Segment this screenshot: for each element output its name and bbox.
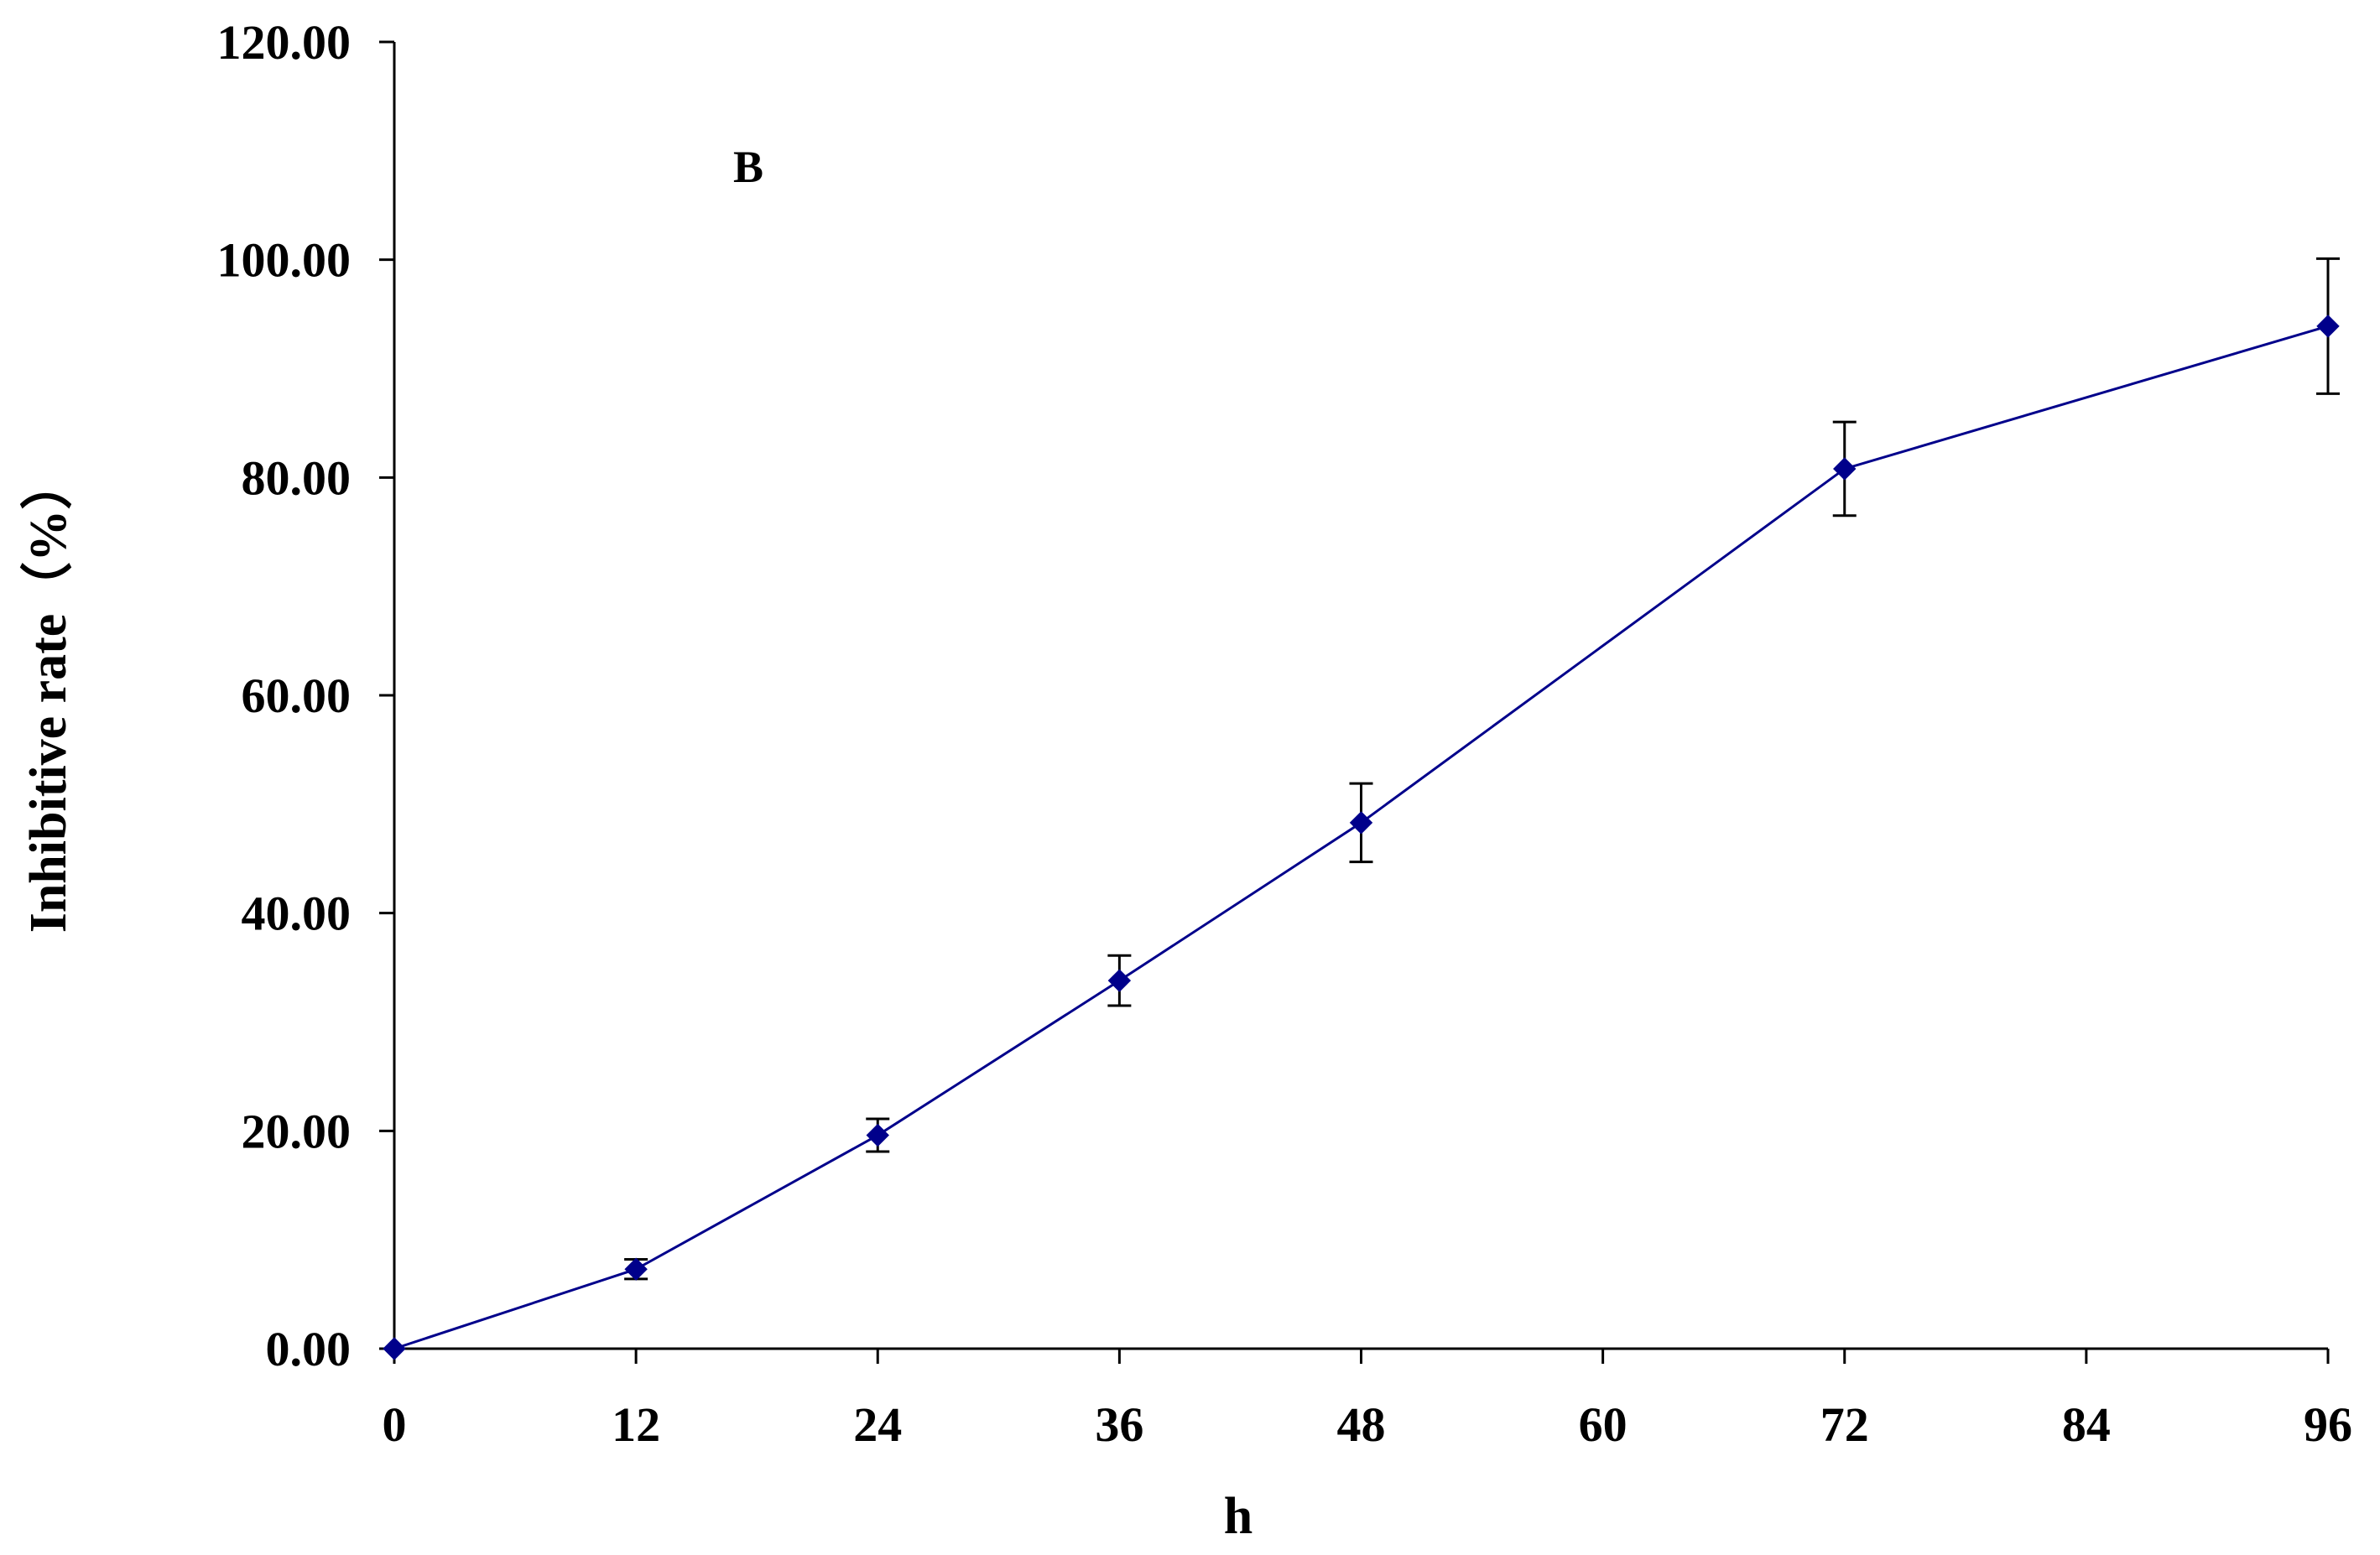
y-tick-label: 80.00: [242, 450, 352, 505]
axes: 0.00 20.00 40.00 60.00 80.00 100.00 120.00 0 12 2…: [217, 15, 2353, 1452]
y-tick-label: 0.00: [266, 1322, 352, 1376]
data-point: [1833, 457, 1857, 481]
y-tick-label: 100.00: [217, 233, 352, 288]
x-tick-label: 24: [853, 1397, 902, 1452]
x-axis-title: h: [1224, 1488, 1252, 1545]
data-point: [624, 1257, 648, 1281]
x-tick-label: 36: [1095, 1397, 1143, 1452]
data-point: [1349, 811, 1373, 835]
data-point: [1107, 969, 1132, 992]
y-tick-label: 60.00: [242, 668, 352, 723]
y-axis-title: Inhibitive rate（%）: [18, 458, 77, 934]
x-tick-label: 96: [2304, 1397, 2352, 1452]
series-layer: [383, 257, 2340, 1360]
data-point: [2316, 315, 2340, 338]
y-tick-label: 120.00: [217, 15, 352, 70]
x-tick-label: 48: [1337, 1397, 1386, 1452]
x-tick-label: 72: [1820, 1397, 1869, 1452]
x-tick-label: 0: [383, 1397, 407, 1452]
panel-label: B: [733, 142, 763, 192]
data-point: [866, 1123, 889, 1147]
data-point: [383, 1337, 406, 1360]
x-tick-label: 84: [2062, 1397, 2111, 1452]
y-tick-label: 40.00: [242, 887, 352, 941]
x-tick-label: 60: [1579, 1397, 1627, 1452]
y-tick-label: 20.00: [242, 1104, 352, 1158]
x-tick-label: 12: [612, 1397, 660, 1452]
